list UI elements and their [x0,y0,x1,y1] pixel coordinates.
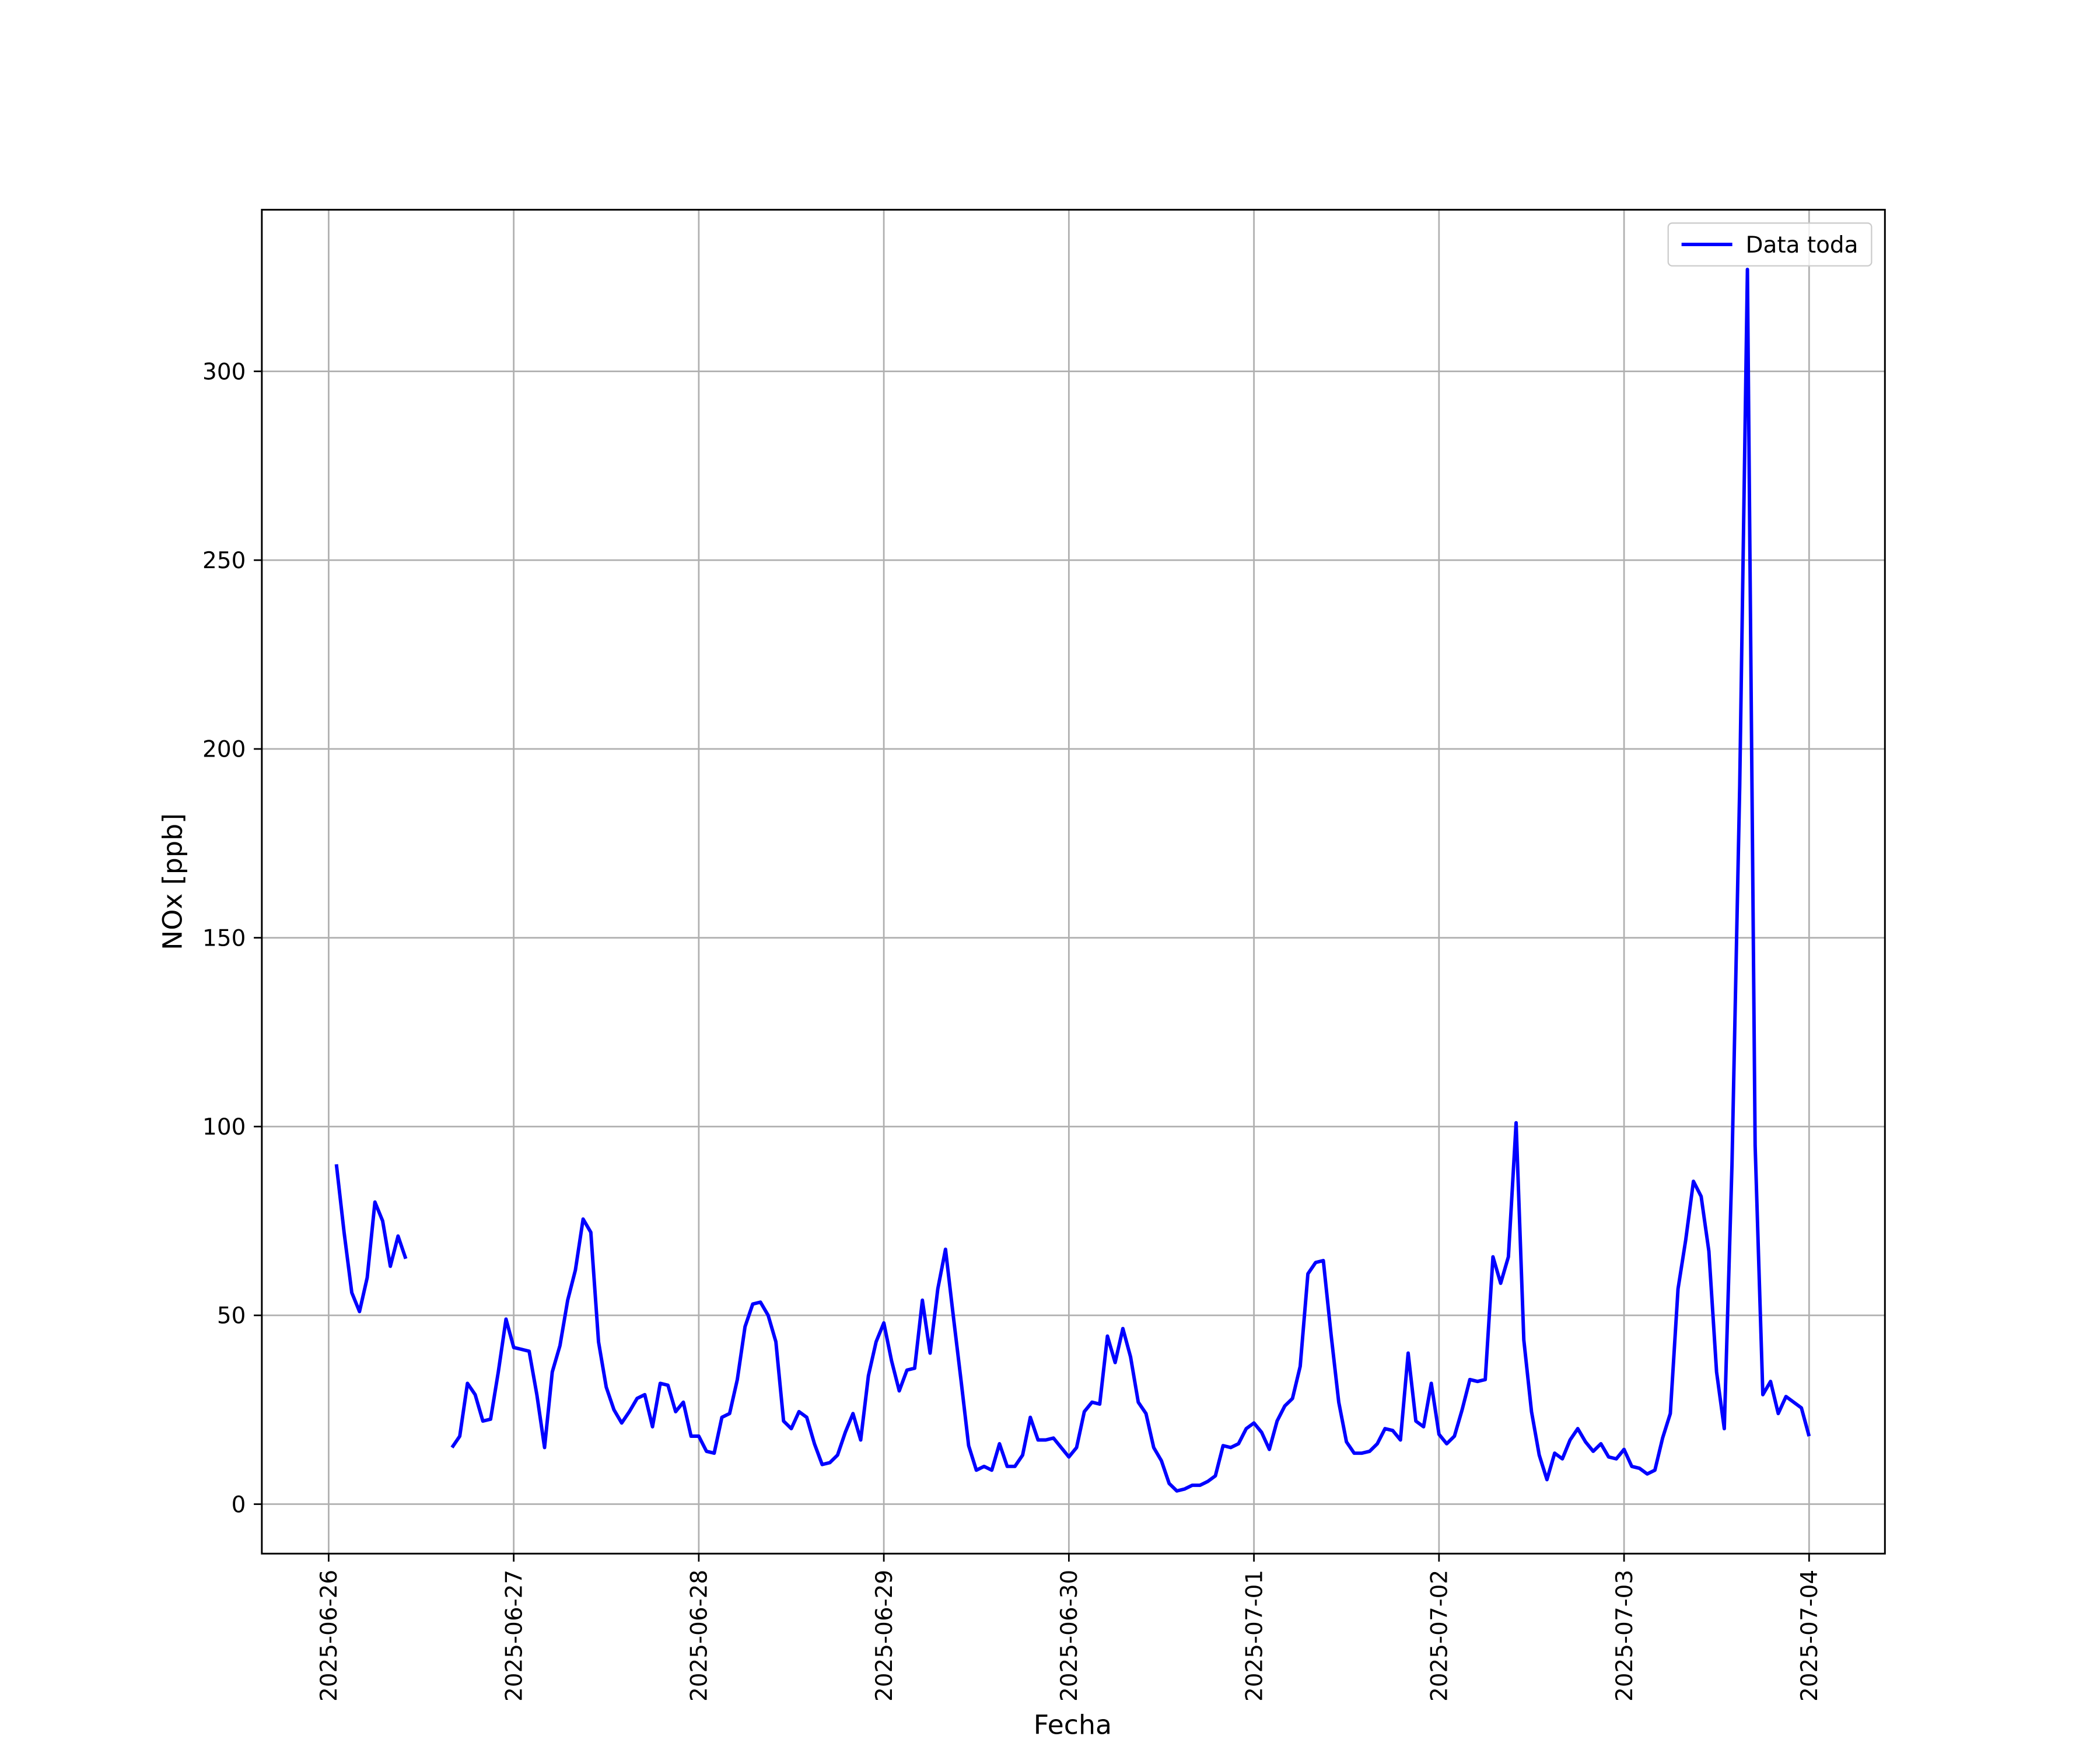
y-axis-label: NOx [ppb] [156,813,188,950]
x-tick-label: 2025-07-01 [1241,1570,1268,1702]
x-tick-label: 2025-06-30 [1056,1570,1083,1702]
x-tick-label: 2025-07-02 [1427,1570,1453,1702]
legend: Data toda [1667,222,1873,267]
x-tick-label: 2025-06-26 [316,1570,342,1702]
plot-area [334,267,1811,1493]
data-line [334,267,1811,1493]
y-tick-label: 250 [202,548,246,574]
x-tick-label: 2025-06-29 [872,1570,898,1702]
y-tick-label: 50 [217,1303,246,1329]
ticks: 0 50 100 150 200 250 300 2025-06-26 2025-06-27 20… [202,359,1823,1702]
x-tick-label: 2025-06-28 [687,1570,713,1702]
legend-box [1667,222,1873,267]
y-tick-label: 150 [202,925,246,951]
x-tick-label: 2025-07-03 [1612,1570,1638,1702]
y-tick-label: 0 [232,1492,246,1518]
legend-label: Data toda [1746,232,1859,258]
y-tick-label: 300 [202,359,246,385]
x-tick-label: 2025-07-04 [1797,1570,1823,1702]
x-tick-label: 2025-06-27 [501,1570,527,1702]
y-tick-label: 200 [202,737,246,763]
axes-frame [261,209,1886,1555]
y-tick-label: 100 [202,1114,246,1140]
x-axis-label: Fecha [1034,1709,1112,1741]
